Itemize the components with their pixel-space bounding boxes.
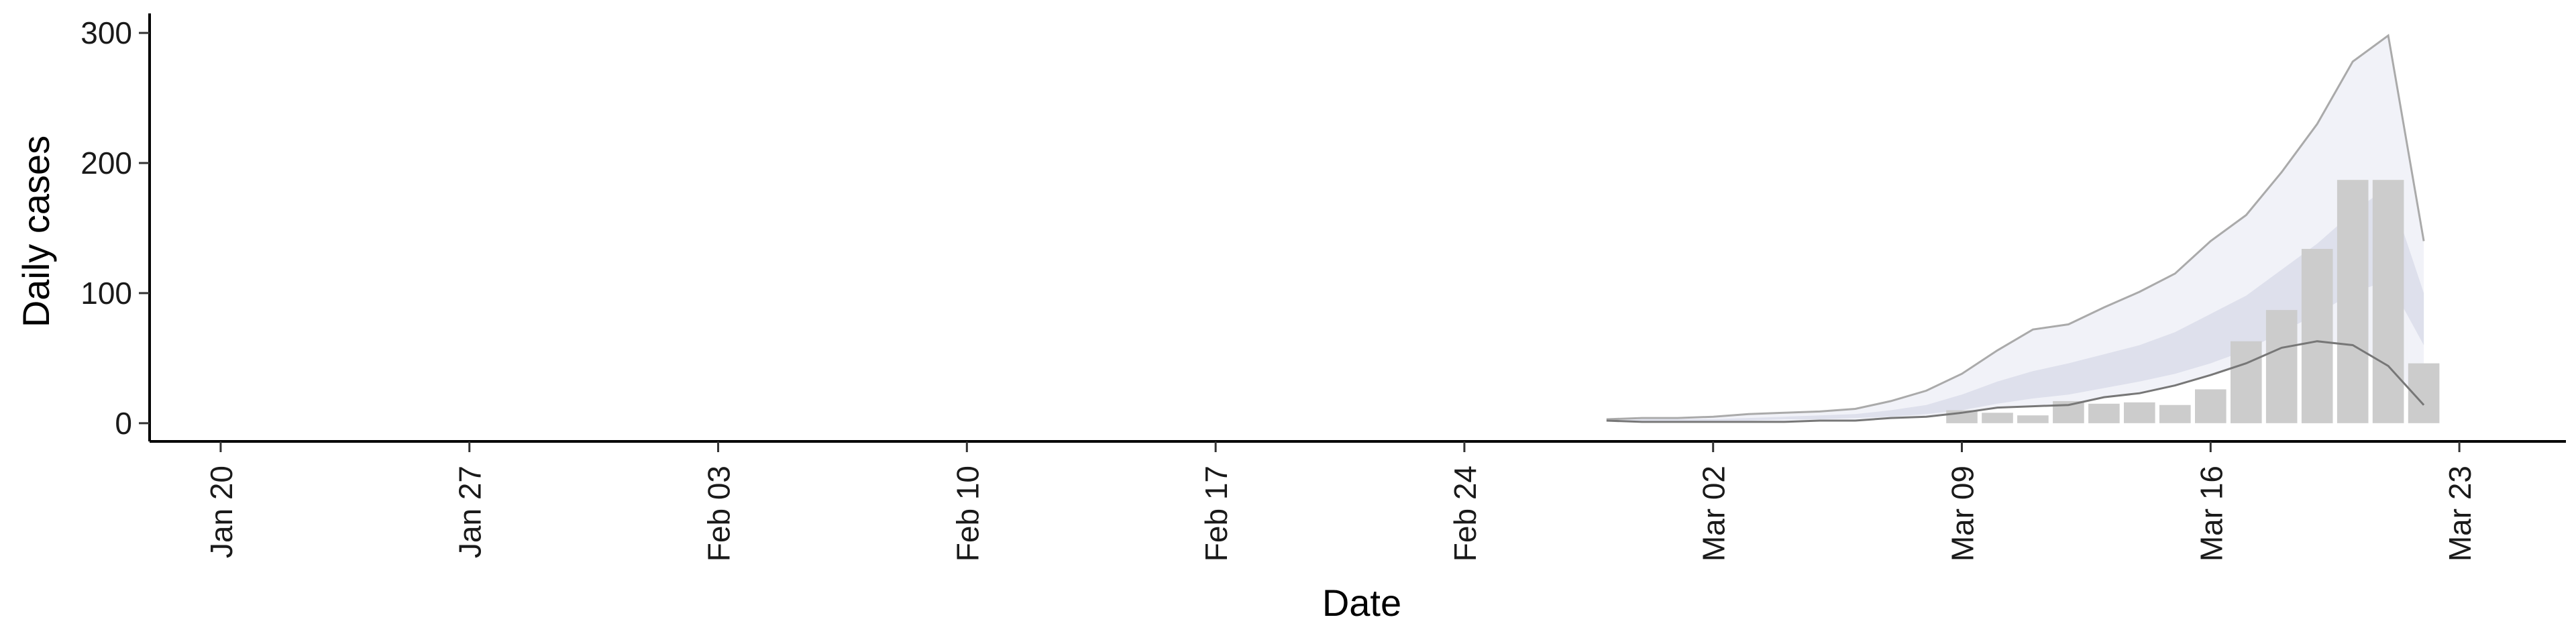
x-tick-label: Feb 17 [1199,466,1234,561]
uncertainty-bands [1606,36,2424,422]
outer-uncertainty-band [1606,36,2424,422]
x-tick-label: Jan 20 [204,466,239,558]
axes: Jan 20 Jan 27 Feb 03 Feb 10 Feb 17 Feb 24 Mar … [80,13,2566,561]
inner-uncertainty-band [1606,186,2424,421]
y-axis-title: Daily cases [15,136,57,327]
bar [2159,405,2191,423]
band-edge-lines [1606,34,2425,423]
x-tick-label: Feb 10 [950,466,985,561]
bar [1982,413,2013,423]
y-tick-label: 300 [80,15,132,50]
x-tick-label: Feb 24 [1448,466,1483,561]
bar [2337,180,2369,423]
x-tick-label: Mar 02 [1697,466,1731,561]
x-tick-label: Mar 16 [2194,466,2229,561]
bar [2231,341,2262,423]
lower-bound-line [1606,340,2425,423]
bar [2372,180,2404,423]
bar [2265,310,2298,423]
bar-series [1946,180,2440,423]
x-axis-title: Date [1322,582,1401,624]
bar [2017,415,2049,423]
x-tick-label: Mar 09 [1945,466,1980,561]
upper-bound-line [1606,34,2425,421]
y-tick-label: 200 [80,146,132,180]
bar [2088,403,2120,423]
y-tick-label: 100 [80,276,132,311]
bar [2301,249,2333,423]
y-tick-label: 0 [115,406,132,441]
bar [2124,402,2155,423]
x-tick-label: Mar 23 [2443,466,2477,561]
x-tick-label: Feb 03 [702,466,737,561]
x-tick-label: Jan 27 [453,466,488,558]
bar [2195,389,2226,423]
